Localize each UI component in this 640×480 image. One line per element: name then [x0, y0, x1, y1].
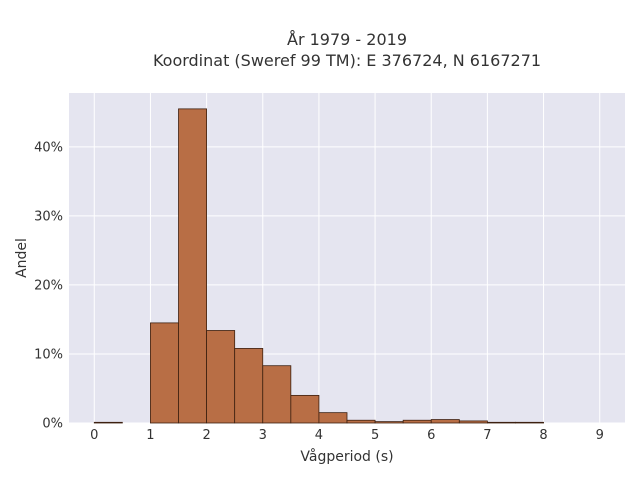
y-axis-title: Andel — [14, 238, 30, 278]
tick-labels: 0 1 2 3 4 5 6 7 8 9 0% 10% 20% 30% 40% — [34, 140, 604, 443]
y-tick-label: 40% — [34, 140, 63, 155]
histogram-bar — [458, 420, 488, 424]
chart-title-line2: Koordinat (Sweref 99 TM): E 376724, N 61… — [153, 51, 541, 70]
histogram-bar — [402, 419, 432, 424]
histogram-bar — [262, 365, 292, 424]
x-tick-label: 8 — [539, 428, 547, 443]
histogram-bar — [93, 421, 123, 424]
x-tick-label: 4 — [315, 428, 323, 443]
x-tick-label: 2 — [202, 428, 210, 443]
x-tick-label: 0 — [90, 428, 98, 443]
x-tick-label: 1 — [146, 428, 154, 443]
y-tick-label: 10% — [34, 347, 63, 362]
histogram-bar — [487, 421, 516, 424]
histogram-bar — [515, 421, 544, 424]
histogram-bar — [290, 394, 320, 424]
y-tick-label: 0% — [42, 417, 63, 432]
histogram-bar — [150, 322, 179, 424]
x-tick-label: 3 — [259, 428, 267, 443]
histogram-bar — [430, 419, 460, 424]
histogram-bar — [234, 348, 264, 424]
y-tick-label: 20% — [34, 278, 63, 293]
histogram-bar — [318, 412, 348, 424]
x-tick-label: 9 — [596, 428, 604, 443]
histogram-bar — [346, 419, 376, 424]
x-tick-label: 7 — [483, 428, 491, 443]
x-axis-title: Vågperiod (s) — [300, 448, 393, 465]
histogram-bar — [206, 330, 236, 424]
histogram-bar — [374, 421, 404, 424]
x-tick-label: 5 — [371, 428, 379, 443]
x-tick-label: 6 — [427, 428, 435, 443]
histogram-bar — [178, 108, 207, 424]
chart-title-line1: År 1979 - 2019 — [287, 30, 407, 49]
bars — [93, 108, 544, 424]
y-tick-label: 30% — [34, 209, 63, 224]
